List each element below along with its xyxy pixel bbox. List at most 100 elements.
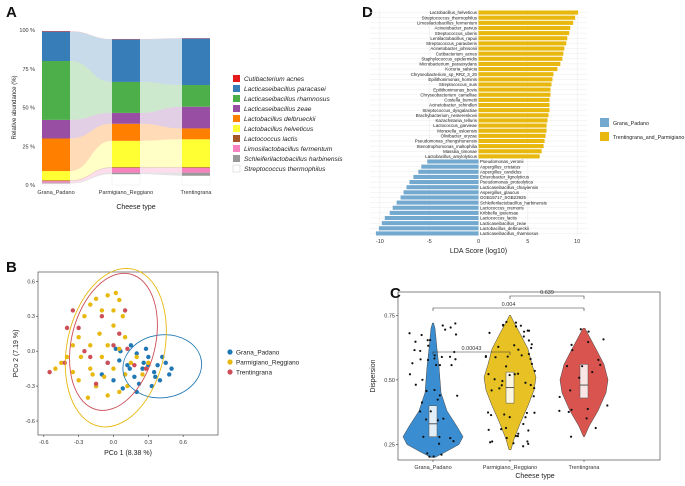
- legend-label-trentingrana-and-parmigiano: Trentingrana_and_Parmigiano: [613, 135, 684, 141]
- point-grana-padano-15: [454, 333, 458, 336]
- point-parmigiano-reggiano-6: [111, 308, 116, 313]
- ellipse-grana-padano: [122, 334, 203, 399]
- taxon-label-lacticaseibacillus-zeae: Lacticaseibacillus_zeae: [480, 221, 527, 226]
- point-grana-padano-0: [438, 364, 442, 367]
- point-parmigiano-reggiano-36: [506, 355, 509, 358]
- point-grana-padano-16: [414, 340, 417, 343]
- point-grana-padano-44: [428, 455, 431, 458]
- point-parmigiano-reggiano-9: [76, 335, 81, 340]
- bar-segment-lacticaseibacillus-zeae-grana-padano: [42, 119, 70, 139]
- bracket-0: [432, 351, 511, 355]
- point-trentingrana-8: [105, 360, 110, 366]
- bar-segment-lactobacillus-delbrueckii-grana-padano: [42, 138, 70, 172]
- legend-label-lacticaseibacillus-rhamnosus: Lacticaseibacillus rhamnosus: [244, 96, 330, 103]
- point-parmigiano-reggiano-26: [76, 378, 81, 383]
- point-parmigiano-reggiano-61: [489, 441, 492, 444]
- point-parmigiano-reggiano-12: [70, 369, 76, 375]
- x-tick-label-4: 0.6: [179, 440, 187, 446]
- taxon-label-epilithonimonas-hominis: Epilithonimonas_hominis: [428, 77, 477, 82]
- x-axis-label: Cheese type: [116, 204, 155, 211]
- point-grana-padano-12: [440, 453, 443, 456]
- flow-lacticaseibacillus-rhamnosus-0: [70, 61, 112, 120]
- point-parmigiano-reggiano-0: [88, 302, 93, 307]
- x-tick-10: 10: [574, 239, 580, 245]
- legend-swatch-trentingrana-and-parmigiano: [600, 132, 609, 141]
- lda-bar-lacticaseibacillus-rhamnosus: [375, 231, 479, 236]
- point-grana-padano-29: [113, 346, 119, 352]
- point-parmigiano-reggiano-11: [59, 360, 64, 366]
- taxon-label-streptococcus-dysgalactiae: Streptococcus_dysgalactiae: [422, 108, 477, 113]
- taxon-label-kazachstania-telluris: Kazachstania_telluris: [436, 118, 478, 123]
- lda-bar-kocuria-salsicia: [478, 67, 558, 72]
- point-trentingrana-14: [122, 308, 128, 313]
- y-tick-label-3: 0.3: [27, 314, 35, 320]
- point-grana-padano-11: [435, 363, 438, 367]
- legend-label-parmigiano-reggiano: Parmigiano_Reggiano: [236, 359, 300, 366]
- point-parmigiano-reggiano-5: [512, 442, 515, 445]
- lda-bar-brachybacterium-nesterenkovii: [478, 113, 549, 118]
- point-grana-padano-2: [134, 351, 139, 356]
- point-parmigiano-reggiano-8: [120, 314, 125, 319]
- lda-bar-epilithonimonas-bovis: [478, 87, 551, 92]
- panel-letter-b: B: [6, 259, 17, 276]
- taxon-label-aspergillus-cristatus: Aspergillus_cristatus: [480, 164, 521, 169]
- lda-bar-pseudomonas-zhengshunensis: [478, 138, 545, 144]
- point-trentingrana-20: [591, 370, 594, 374]
- point-grana-padano-14: [149, 383, 155, 389]
- point-parmigiano-reggiano-36: [90, 372, 95, 377]
- point-parmigiano-reggiano-38: [524, 416, 527, 419]
- legend-dot-grana-padano: [227, 349, 233, 355]
- point-trentingrana-10: [569, 435, 573, 438]
- legend-label-trentingrana: Trentingrana: [236, 369, 272, 376]
- point-grana-padano-6: [426, 339, 429, 342]
- taxon-label-ggb15717-sgb23925: GGB15717_SGB23925: [480, 195, 526, 200]
- point-parmigiano-reggiano-23: [503, 413, 506, 416]
- bar-segment-schleiferilactobacillus-harbinensis-parmigiano-reggiano: [112, 172, 140, 175]
- point-grana-padano-22: [153, 374, 158, 379]
- point-trentingrana-11: [558, 409, 561, 412]
- point-parmigiano-reggiano-6: [519, 324, 522, 327]
- point-grana-padano-33: [448, 355, 452, 358]
- point-grana-padano-7: [425, 389, 428, 393]
- panel-letter-d: D: [362, 4, 373, 21]
- lda-bar-pseudomonas-proteolytica: [409, 180, 479, 185]
- taxon-label-lactococcus-cremoris: Lactococcus_cremoris: [480, 205, 524, 210]
- point-parmigiano-reggiano-32: [517, 348, 520, 351]
- x-tick-label-parmigiano-reggiano: Parmigiano_Reggiano: [483, 465, 537, 471]
- legend-dot-parmigiano-reggiano: [227, 359, 233, 365]
- point-grana-padano-13: [440, 355, 443, 359]
- point-parmigiano-reggiano-0: [493, 378, 496, 381]
- legend-label-lacticaseibacillus-zeae: Lacticaseibacillus zeae: [244, 106, 312, 113]
- lda-bar-microbacterium-paraoxydans: [478, 61, 561, 66]
- bar-segment-lacticaseibacillus-zeae-parmigiano-reggiano: [112, 112, 140, 124]
- lda-bar-lactococcus-garvieae: [478, 123, 547, 128]
- lda-bar-lentilactobacillus-rapuii: [478, 36, 568, 41]
- y-tick-label-2: 0.0: [27, 349, 35, 355]
- point-grana-padano-0: [117, 358, 122, 363]
- taxon-label-kribbella-ipeiensae: Kribbella_ipeiensae: [480, 211, 519, 216]
- taxon-label-kocuria-salsicia: Kocuria_salsicia: [445, 67, 477, 72]
- point-trentingrana-19: [586, 407, 589, 411]
- legend-swatch-limosilactobacillus-fermentum: [233, 145, 240, 152]
- taxon-label-cutibacterium-acnes: Cutibacterium_acnes: [436, 51, 478, 56]
- point-parmigiano-reggiano-31: [111, 323, 116, 328]
- flow-lactobacillus-helveticus-1: [140, 139, 182, 168]
- lda-bar-aspergillus-glaucus: [403, 190, 479, 195]
- point-parmigiano-reggiano-49: [498, 387, 501, 390]
- point-parmigiano-reggiano-32: [85, 395, 91, 400]
- lda-bar-olivibacter-oryzae: [478, 133, 546, 138]
- point-parmigiano-reggiano-14: [78, 354, 84, 360]
- point-parmigiano-reggiano-2: [520, 354, 523, 357]
- point-parmigiano-reggiano-13: [88, 366, 93, 371]
- point-grana-padano-40: [436, 398, 439, 401]
- point-grana-padano-28: [454, 322, 457, 325]
- point-parmigiano-reggiano-55: [527, 329, 531, 332]
- lda-bar-kazachstania-telluris: [478, 118, 548, 123]
- panel-a-stacked-bar-chart: 0 % 25 % 50 % 75 % 100 % Grana_Padano Parmigia…: [12, 28, 343, 211]
- point-trentingrana-13: [82, 348, 87, 354]
- point-parmigiano-reggiano-27: [522, 445, 525, 448]
- point-parmigiano-reggiano-1: [93, 296, 99, 301]
- point-trentingrana-15: [64, 325, 70, 331]
- point-grana-padano-32: [426, 452, 429, 455]
- x-tick-0: 0: [477, 239, 480, 245]
